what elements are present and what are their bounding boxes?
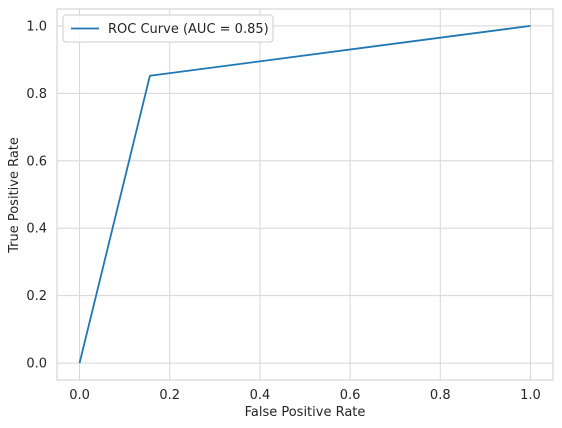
y-tick-label: 0.2 [26,289,47,304]
x-tick-label: 0.2 [159,388,180,403]
y-tick-label: 0.4 [26,222,47,237]
y-tick-label: 0.8 [26,87,47,102]
y-tick-label: 0.0 [26,357,47,372]
x-tick-label: 0.6 [340,388,361,403]
y-tick-label: 0.6 [26,154,47,169]
x-tick-label: 1.0 [520,388,541,403]
legend: ROC Curve (AUC = 0.85) [62,14,274,43]
x-tick-label: 0.4 [250,388,271,403]
roc-curve-line [78,24,531,364]
x-tick-label: 0.8 [430,388,451,403]
plot-area [56,8,554,381]
x-tick-label: 0.0 [69,388,90,403]
y-axis-label: True Positive Rate [7,137,22,254]
legend-label: ROC Curve (AUC = 0.85) [108,22,269,37]
y-tick-label: 1.0 [26,19,47,34]
legend-box [62,14,274,43]
tick-labels: 0.0 0.2 0.4 0.6 0.8 1.0 0.0 0.2 0.4 0.6 0.8 1.0 [26,19,540,403]
x-axis-label: False Positive Rate [245,405,366,420]
series-group [78,24,531,364]
